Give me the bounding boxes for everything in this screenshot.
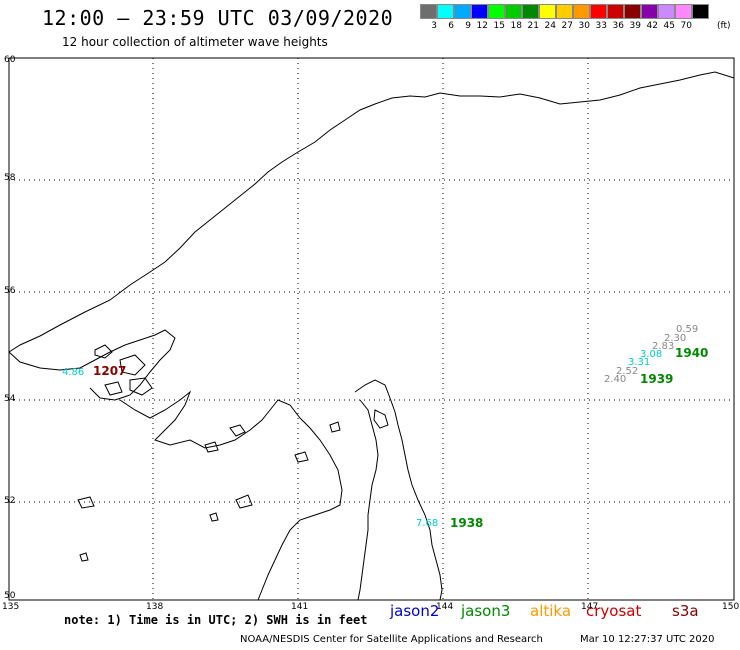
color-scale-label: 36: [612, 21, 624, 31]
legend-s3a: s3a: [672, 602, 699, 620]
coastline: [8, 71, 735, 601]
legend-jason2: jason2: [390, 602, 440, 620]
color-scale-label: 15: [493, 21, 505, 31]
color-swatch: [488, 4, 505, 19]
lat-label: 52: [4, 496, 15, 506]
color-swatch: [454, 4, 471, 19]
color-scale-label: 21: [527, 21, 539, 31]
color-swatch: [607, 4, 624, 19]
color-swatch: [522, 4, 539, 19]
color-scale-label: 18: [510, 21, 522, 31]
color-scale-label: 39: [629, 21, 641, 31]
lon-label: 141: [291, 602, 308, 612]
color-swatch: [675, 4, 692, 19]
pass-time: 1207: [93, 364, 126, 378]
lat-label: 56: [4, 286, 16, 296]
color-swatch: [556, 4, 573, 19]
credit: NOAA/NESDIS Center for Satellite Applica…: [240, 634, 543, 645]
map-subtitle: 12 hour collection of altimeter wave hei…: [62, 35, 328, 49]
lon-label: 138: [146, 602, 163, 612]
footer-note: note: 1) Time is in UTC; 2) SWH is in fe…: [64, 613, 368, 627]
timestamp: Mar 10 12:27:37 UTC 2020: [580, 634, 715, 645]
color-swatch: [658, 4, 675, 19]
lon-label: 150: [722, 602, 739, 612]
swh-value: 3.08: [640, 349, 662, 360]
pass-time: 1939: [640, 372, 673, 386]
lat-label: 50: [4, 591, 16, 601]
color-scale-label: 27: [561, 21, 573, 31]
color-scale-label: 45: [663, 21, 675, 31]
color-scale-label: 42: [646, 21, 658, 31]
legend-jason3: jason3: [461, 602, 511, 620]
lat-label: 58: [4, 173, 16, 183]
color-scale-label: 12: [476, 21, 488, 31]
color-swatch: [437, 4, 454, 19]
color-scale-label: 33: [595, 21, 607, 31]
color-scale: [420, 4, 709, 19]
lat-label: 54: [4, 394, 16, 404]
swh-value: 2.40: [604, 374, 626, 385]
graticule: [9, 58, 734, 600]
swh-value: 2.52: [616, 366, 638, 377]
color-swatch: [624, 4, 641, 19]
swh-value: 0.59: [676, 324, 698, 335]
pass-time: 1940: [675, 346, 708, 360]
observation-labels: 0.59 2.30 2.83 3.08 3.31 2.52 2.40 4.86 …: [62, 324, 698, 529]
legend-cryosat: cryosat: [586, 602, 642, 620]
pass-time-labels: 1940 1939 1938 1207: [93, 346, 708, 530]
color-swatch: [471, 4, 488, 19]
color-swatch: [590, 4, 607, 19]
map-frame: [8, 57, 735, 601]
lon-label: 147: [581, 602, 598, 612]
color-scale-label: 3: [431, 21, 437, 31]
color-swatch: [641, 4, 658, 19]
color-swatch: [573, 4, 590, 19]
color-swatch: [420, 4, 437, 19]
color-scale-label: 70: [680, 21, 692, 31]
color-swatch: [539, 4, 556, 19]
color-swatch: [692, 4, 709, 19]
swh-value: 2.83: [652, 341, 674, 352]
swh-value: 3.31: [628, 357, 650, 368]
lon-label: 144: [436, 602, 453, 612]
pass-time: 1938: [450, 516, 483, 530]
color-scale-label: 6: [448, 21, 454, 31]
swh-value: 4.86: [62, 367, 84, 378]
legend-altika: altika: [530, 602, 572, 620]
swh-value: 2.30: [664, 333, 686, 344]
color-swatch: [505, 4, 522, 19]
lat-label: 60: [4, 55, 16, 65]
map-title: 12:00 – 23:59 UTC 03/09/2020: [42, 6, 394, 30]
color-scale-label: 24: [544, 21, 556, 31]
color-scale-labels: 3 6 9 12 15 18 21 24 27 30 33 36 39 42 45 70: [420, 21, 692, 31]
color-scale-label: 30: [578, 21, 590, 31]
swh-value: 7.68: [416, 518, 438, 529]
lon-label: 135: [2, 602, 19, 612]
color-scale-unit: (ft): [717, 21, 731, 31]
color-scale-label: 9: [465, 21, 471, 31]
